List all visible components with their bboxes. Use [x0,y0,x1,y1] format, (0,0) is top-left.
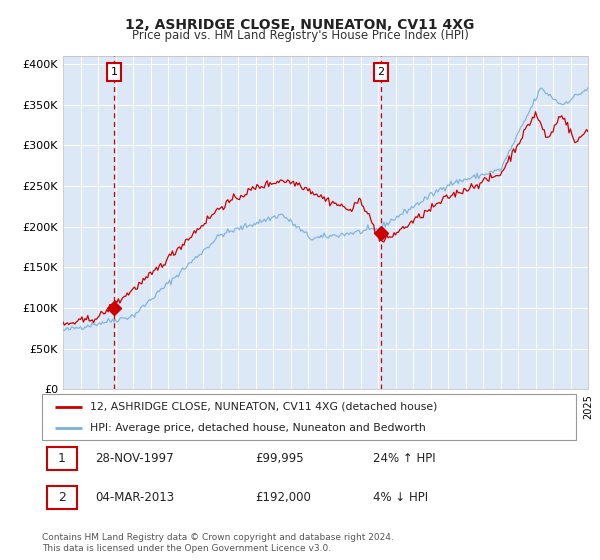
Text: 12, ASHRIDGE CLOSE, NUNEATON, CV11 4XG (detached house): 12, ASHRIDGE CLOSE, NUNEATON, CV11 4XG (… [90,402,437,412]
FancyBboxPatch shape [47,486,77,508]
Text: 2: 2 [58,491,66,503]
Text: 28-NOV-1997: 28-NOV-1997 [95,452,174,465]
Text: 24% ↑ HPI: 24% ↑ HPI [373,452,436,465]
Text: 04-MAR-2013: 04-MAR-2013 [95,491,175,503]
Text: 1: 1 [58,452,66,465]
Text: Price paid vs. HM Land Registry's House Price Index (HPI): Price paid vs. HM Land Registry's House … [131,29,469,42]
Text: HPI: Average price, detached house, Nuneaton and Bedworth: HPI: Average price, detached house, Nune… [90,423,426,433]
FancyBboxPatch shape [47,447,77,469]
Text: £99,995: £99,995 [256,452,304,465]
FancyBboxPatch shape [42,394,576,440]
Text: 2: 2 [377,67,385,77]
Text: 4% ↓ HPI: 4% ↓ HPI [373,491,428,503]
Text: Contains HM Land Registry data © Crown copyright and database right 2024.
This d: Contains HM Land Registry data © Crown c… [42,533,394,553]
Text: 1: 1 [110,67,118,77]
Text: 12, ASHRIDGE CLOSE, NUNEATON, CV11 4XG: 12, ASHRIDGE CLOSE, NUNEATON, CV11 4XG [125,18,475,32]
Text: £192,000: £192,000 [256,491,311,503]
